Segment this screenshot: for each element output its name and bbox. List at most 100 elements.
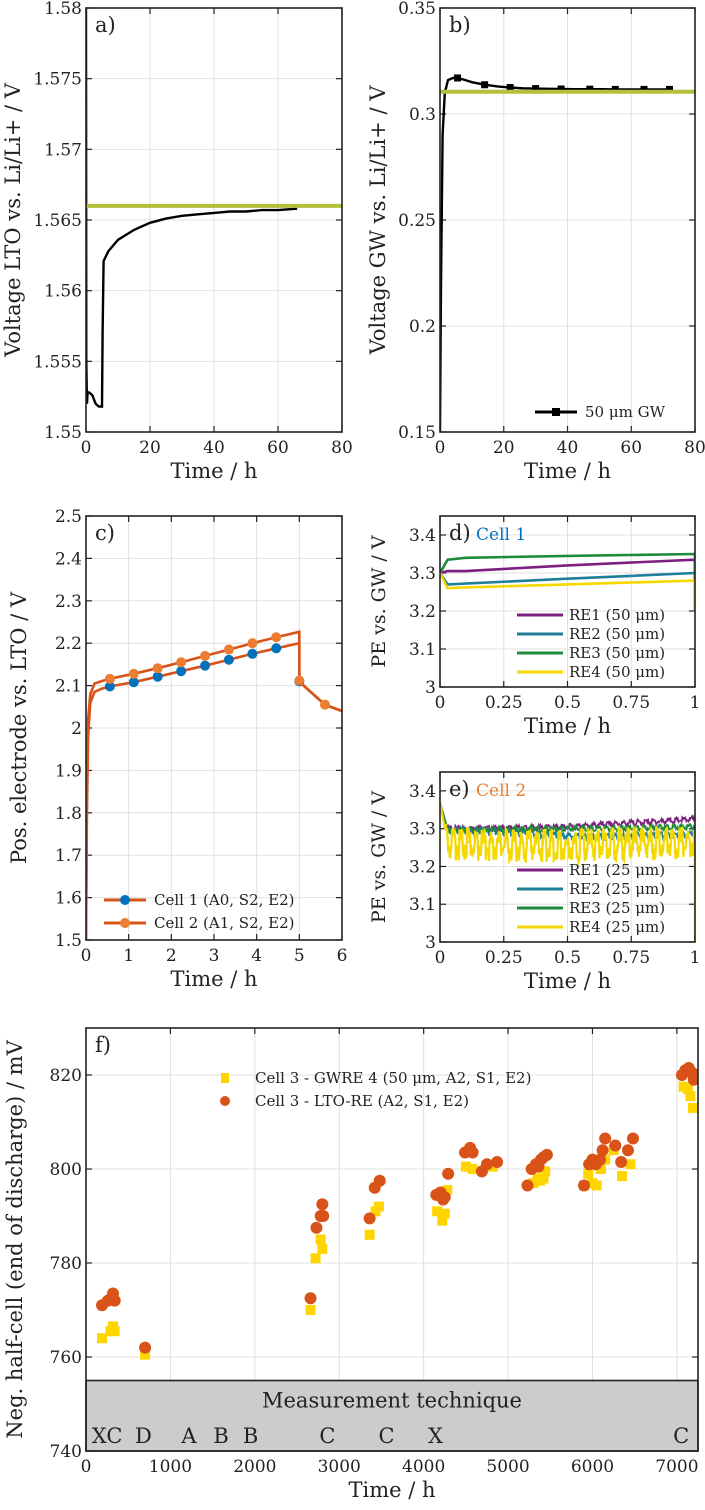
data-marker bbox=[319, 699, 330, 710]
data-marker bbox=[640, 85, 648, 93]
scatter-point-gwre bbox=[682, 1084, 693, 1095]
scatter-point-gwre bbox=[97, 1333, 108, 1344]
y-tick-label: 3.4 bbox=[409, 526, 436, 546]
legend: RE1 (25 μm)RE2 (25 μm)RE3 (25 μm)RE4 (25… bbox=[517, 861, 665, 936]
x-tick-label: 0.25 bbox=[485, 948, 523, 968]
scatter-point-gwre bbox=[364, 1229, 375, 1240]
x-tick-label: 1 bbox=[690, 948, 701, 968]
data-marker bbox=[104, 681, 115, 692]
panel-label: d) bbox=[449, 521, 471, 545]
x-tick-label: 1 bbox=[690, 693, 701, 713]
y-tick-label: 2.5 bbox=[55, 507, 82, 527]
x-tick-label: 1 bbox=[123, 946, 134, 966]
x-tick-label: 40 bbox=[557, 438, 579, 458]
y-tick-label: 0.2 bbox=[409, 317, 436, 337]
scatter-point-lto bbox=[363, 1212, 376, 1225]
scatter-point-lto bbox=[316, 1198, 329, 1211]
data-marker bbox=[294, 675, 305, 686]
legend: Cell 1 (A0, S2, E2) Cell 2 (A1, S2, E2) bbox=[104, 891, 295, 932]
series-line-1 bbox=[440, 558, 695, 611]
data-marker bbox=[557, 85, 565, 93]
y-tick-label: 820 bbox=[50, 1066, 82, 1086]
data-marker bbox=[666, 85, 673, 93]
x-tick-label: 0 bbox=[81, 1457, 92, 1477]
panel-label: c) bbox=[95, 521, 115, 545]
legend-entry: Cell 2 (A1, S2, E2) bbox=[154, 914, 295, 932]
scatter-point-lto bbox=[438, 1191, 451, 1204]
x-tick-label: 0 bbox=[435, 438, 446, 458]
legend-entry: Cell 3 - GWRE 4 (50 μm, A2, S1, E2) bbox=[255, 1069, 531, 1087]
data-marker bbox=[586, 85, 594, 93]
data-marker bbox=[152, 671, 163, 682]
technique-label: C bbox=[673, 1424, 689, 1448]
y-tick-label: 800 bbox=[50, 1160, 82, 1180]
axes-frame bbox=[85, 7, 343, 433]
legend-entry: Cell 1 (A0, S2, E2) bbox=[154, 891, 295, 909]
y-tick-label: 3.1 bbox=[409, 640, 436, 660]
x-tick-label: 60 bbox=[267, 438, 289, 458]
panel-b: 0 20 40 60 80 0.15 0.2 0.25 0.3 0.35 b) Time / h Vol… bbox=[366, 0, 705, 483]
scatter-point-gwre bbox=[540, 1166, 551, 1177]
x-tick-label: 3000 bbox=[318, 1457, 361, 1477]
y-tick-label: 780 bbox=[50, 1254, 82, 1274]
y-tick-label: 3.1 bbox=[409, 895, 436, 915]
panel-label: f) bbox=[95, 1033, 111, 1057]
y-tick-label: 2.1 bbox=[55, 677, 82, 697]
scatter-point-lto bbox=[627, 1132, 640, 1145]
y-tick-label: 3.2 bbox=[409, 602, 436, 622]
scatter-point-gwre bbox=[305, 1305, 316, 1315]
panel-title: Cell 1 bbox=[476, 525, 526, 545]
x-tick-label: 2000 bbox=[233, 1457, 276, 1477]
x-tick-label: 20 bbox=[493, 438, 515, 458]
y-tick-label: 3.4 bbox=[409, 782, 436, 802]
y-tick-label: 1.8 bbox=[55, 804, 82, 824]
x-axis-label: Time / h bbox=[524, 969, 611, 993]
axes-frame bbox=[439, 771, 696, 943]
x-axis-label: Time / h bbox=[524, 459, 611, 483]
x-tick-label: 0 bbox=[81, 438, 92, 458]
series-line-1 bbox=[86, 8, 298, 408]
x-tick-label: 80 bbox=[684, 438, 705, 458]
scatter-point-gwre bbox=[439, 1208, 450, 1219]
x-axis-label: Time / h bbox=[348, 1478, 435, 1502]
series-group bbox=[86, 630, 342, 940]
data-marker bbox=[611, 85, 619, 93]
data-marker bbox=[454, 74, 462, 82]
scatter-point-lto bbox=[108, 1294, 121, 1307]
scatter-point-lto bbox=[599, 1132, 612, 1145]
scatter-point-lto bbox=[466, 1146, 479, 1159]
x-tick-label: 2 bbox=[166, 946, 177, 966]
scatter-point-gwre bbox=[685, 1091, 696, 1102]
technique-label: C bbox=[319, 1424, 335, 1448]
y-tick-label: 3.2 bbox=[409, 857, 436, 877]
scatter-point-lto bbox=[139, 1341, 152, 1354]
x-tick-label: 0 bbox=[435, 693, 446, 713]
x-tick-label: 3 bbox=[209, 946, 220, 966]
technique-label: A bbox=[180, 1424, 197, 1448]
x-tick-label: 6 bbox=[337, 946, 348, 966]
data-marker bbox=[128, 668, 139, 679]
scatter-point-lto bbox=[621, 1144, 634, 1157]
legend: 50 μm GW bbox=[535, 403, 666, 421]
scatter-point-gwre bbox=[467, 1164, 478, 1174]
scatter-point-gwre bbox=[317, 1243, 328, 1254]
scatter-point-lto bbox=[540, 1148, 553, 1161]
y-tick-label: 1.56 bbox=[44, 282, 82, 302]
x-axis-label: Time / h bbox=[170, 459, 257, 483]
y-tick-label: 1.6 bbox=[55, 889, 82, 909]
legend-entry: RE2 (50 μm) bbox=[569, 625, 665, 643]
data-marker bbox=[532, 85, 540, 93]
axes-frame bbox=[439, 515, 696, 688]
y-tick-label: 3.3 bbox=[409, 564, 436, 584]
legend-marker bbox=[552, 408, 560, 416]
scatter-point-lto bbox=[491, 1155, 504, 1168]
y-tick-label: 0.35 bbox=[398, 0, 436, 19]
x-tick-label: 4000 bbox=[402, 1457, 445, 1477]
y-tick-label: 1.7 bbox=[55, 846, 82, 866]
panel-label: a) bbox=[95, 13, 116, 37]
legend-entry: RE3 (50 μm) bbox=[569, 644, 665, 662]
data-marker bbox=[128, 677, 139, 688]
y-tick-label: 1.555 bbox=[33, 352, 82, 372]
data-marker bbox=[247, 638, 258, 649]
